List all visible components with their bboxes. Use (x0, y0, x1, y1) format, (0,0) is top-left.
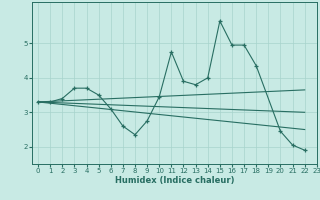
X-axis label: Humidex (Indice chaleur): Humidex (Indice chaleur) (115, 176, 234, 185)
